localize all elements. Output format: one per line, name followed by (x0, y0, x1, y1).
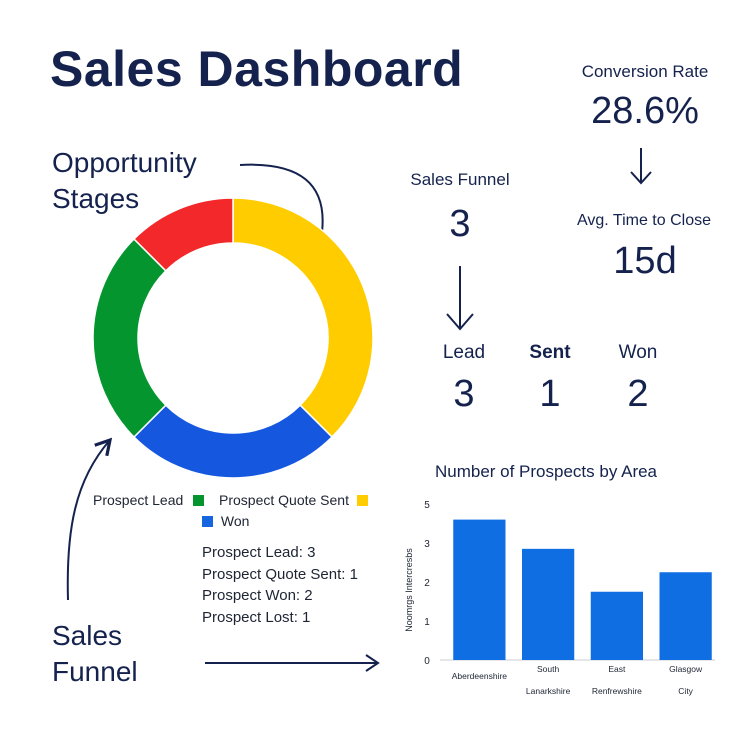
x-tick-label: Aberdeenshire (452, 671, 508, 681)
opportunity-donut-chart (92, 197, 374, 479)
legend-label-won: Won (220, 513, 250, 529)
sales-funnel-label: Sales Funnel (410, 170, 510, 189)
stage-lead-value: 3 (453, 373, 475, 415)
bar-glasgow-city (659, 572, 712, 660)
sales-funnel-value: 3 (449, 203, 471, 245)
donut-slice-lead (92, 237, 167, 439)
legend-swatch-green (193, 495, 205, 506)
legend-item-won: Won (202, 513, 249, 529)
stat-line-lost: Prospect Lost: 1 (202, 608, 311, 626)
legend-item-lead: Prospect Lead (93, 492, 205, 508)
y-tick-label: 1 (424, 617, 430, 628)
bar-south-lanarkshire (522, 548, 575, 660)
prospects-bar-chart: 0 1 2 3 5 Noomrgs Intercresbs Aberdeenshire Sou… (404, 500, 715, 696)
sales-funnel-title-line1: Sales (52, 620, 123, 651)
y-tick-label: 0 (424, 656, 430, 667)
chart-right-arrow-icon (205, 654, 380, 672)
sales-funnel-title: Sales Funnel (52, 618, 138, 690)
opportunity-title-line2: Stages (52, 183, 140, 214)
x-tick-label: Lanarkshire (526, 686, 571, 696)
sales-funnel-title-line2: Funnel (52, 656, 138, 687)
donut-slice-quote-sent (232, 197, 374, 439)
donut-slice-lost (132, 197, 234, 272)
stage-won-value: 2 (627, 373, 649, 415)
x-tick-label: Renfrewshire (592, 686, 642, 696)
stage-won-label: Won (618, 342, 658, 363)
y-axis-label: Noomrgs Intercresbs (404, 548, 414, 632)
opportunity-connector-curve (239, 163, 324, 233)
page-title: Sales Dashboard (50, 41, 464, 97)
y-tick-label: 2 (424, 578, 430, 589)
bar-east-renfrewshire (590, 591, 643, 660)
legend-item-quote-sent: Prospect Quote Sent (219, 492, 368, 508)
x-tick-label: Glasgow (669, 664, 703, 674)
stage-sent-value: 1 (539, 373, 561, 415)
y-tick-label: 5 (424, 500, 430, 511)
donut-pointer-arrow-icon (66, 437, 113, 601)
opportunity-stages-title: Opportunity Stages (52, 145, 197, 217)
x-tick-label: City (678, 686, 693, 696)
x-tick-label: South (537, 664, 559, 674)
legend-label-lead: Prospect Lead (93, 492, 184, 508)
avg-time-label: Avg. Time to Close (577, 212, 711, 229)
funnel-down-arrow-icon (446, 266, 474, 331)
opportunity-title-line1: Opportunity (52, 147, 197, 178)
stat-line-quote-sent: Prospect Quote Sent: 1 (202, 565, 358, 583)
legend-swatch-yellow (356, 495, 368, 506)
prospect-stats-list: Prospect Lead: 3 Prospect Quote Sent: 1 … (202, 542, 358, 628)
y-tick-label: 3 (424, 539, 430, 550)
stat-line-lead: Prospect Lead: 3 (202, 544, 316, 561)
bar-aberdeenshire (453, 519, 506, 660)
conversion-down-arrow-icon (630, 148, 652, 185)
avg-time-value: 15d (613, 240, 677, 282)
legend-swatch-blue (202, 516, 213, 527)
stage-sent-label: Sent (529, 342, 571, 363)
stage-lead-label: Lead (442, 342, 486, 363)
bar-chart-title: Number of Prospects by Area (434, 462, 658, 481)
conversion-rate-label: Conversion Rate (581, 62, 709, 81)
donut-slice-won (132, 404, 334, 479)
conversion-rate-value: 28.6% (591, 90, 699, 132)
legend-label-quote-sent: Prospect Quote Sent (219, 492, 349, 508)
x-tick-label: East (608, 664, 626, 674)
stat-line-won: Prospect Won: 2 (202, 587, 313, 604)
